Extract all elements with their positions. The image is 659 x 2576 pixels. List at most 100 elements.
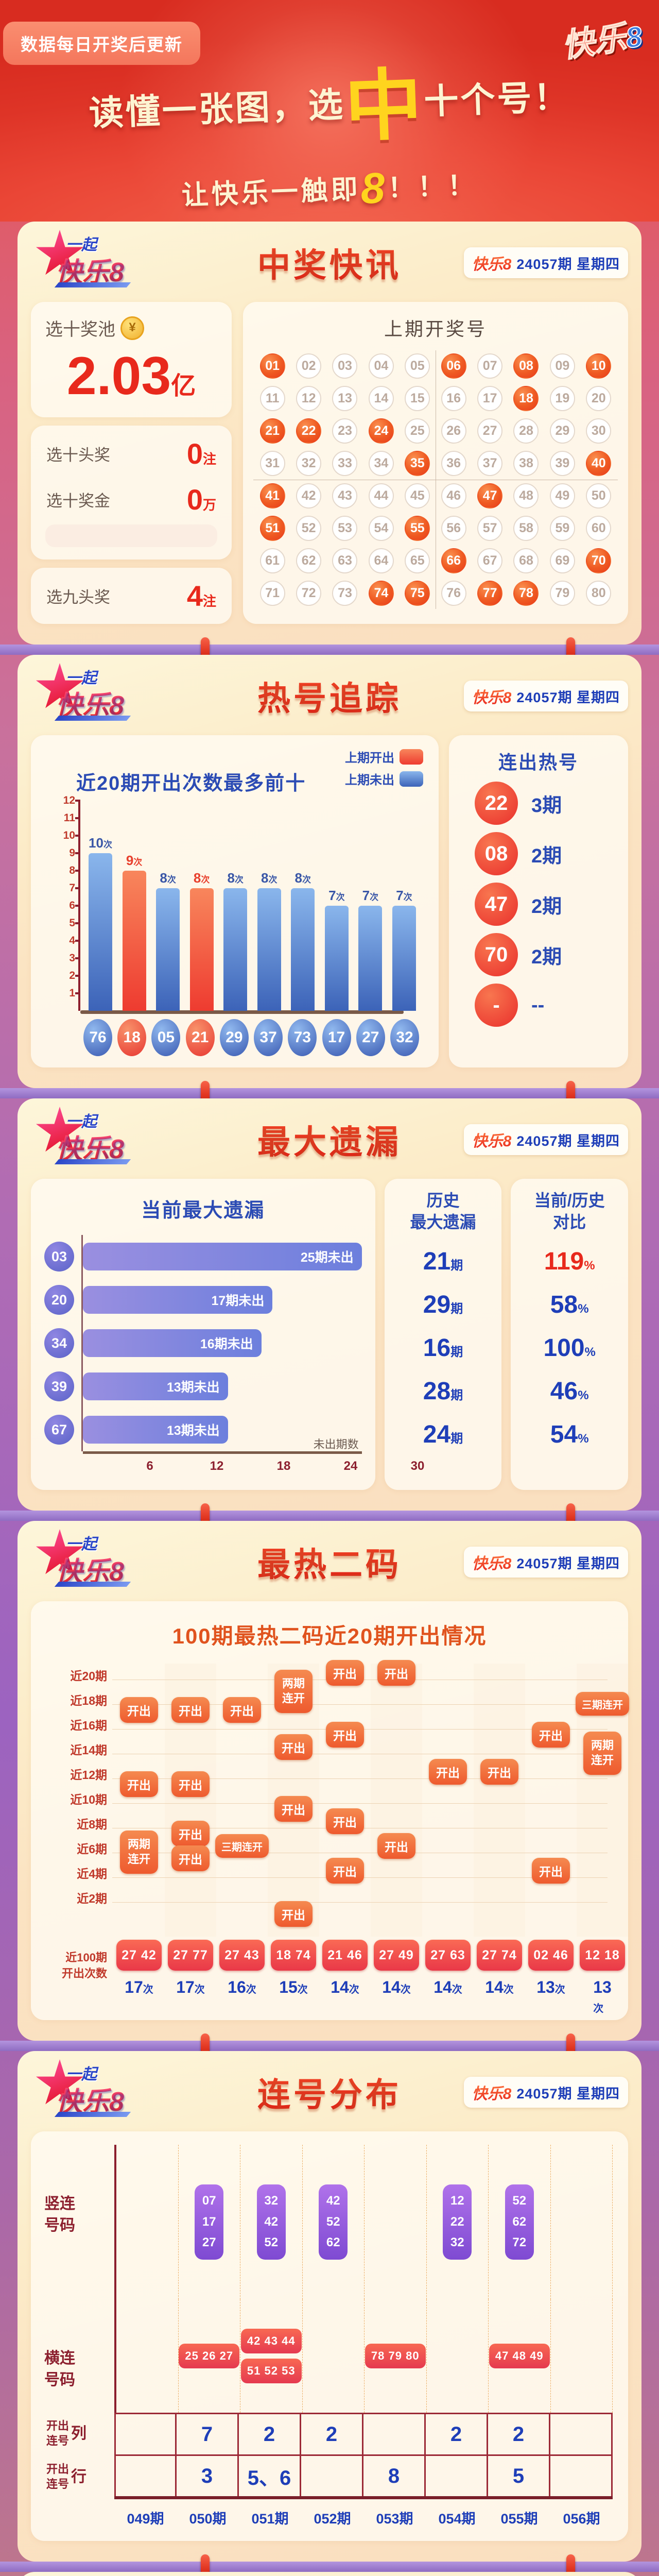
bar-value: 8次 [261, 870, 278, 886]
count-cell: 8 [363, 2456, 426, 2496]
number-ball: 27 [477, 418, 503, 444]
empty-row [45, 524, 217, 547]
logo-swoosh [54, 1159, 131, 1164]
number-ball: 67 [477, 548, 503, 573]
horizontal-pill: 51 52 53 [240, 2359, 302, 2383]
ratio-value: 58% [550, 1291, 589, 1319]
draw-marker: 开出 [377, 1833, 415, 1859]
count-row-label: 开出 连号行 [46, 2462, 87, 2490]
section-title: 热号追踪 [31, 658, 628, 720]
bar-value: 7次 [328, 888, 345, 903]
ratio-value: 46% [550, 1378, 589, 1405]
hero-highlight-8: 8 [359, 163, 389, 213]
draw-marker: 开出 [480, 1759, 518, 1785]
number-ball: 74 [368, 581, 394, 606]
y-tick: 11 [63, 812, 75, 824]
last-draw-card: 上期开奖号 01 02 03 04 05 06 07 08 09 10 11 12 13 14 15 16 17… [243, 302, 628, 624]
pin-icon [201, 2554, 210, 2576]
number-ball: 29 [549, 418, 575, 444]
omission-bar: 13期未出 [83, 1416, 228, 1444]
v-cell: 42 52 62 [303, 2145, 365, 2299]
legend-swatch [400, 749, 423, 765]
row-label: 近12期 [70, 1768, 107, 1782]
number-ball: 68 [513, 548, 539, 573]
draw-marker: 开出 [120, 1771, 158, 1797]
bar-column: 8次 [254, 870, 284, 1011]
streak-ball: - [475, 984, 518, 1027]
x-tick: 24 [343, 1459, 358, 1473]
ratio-values: 119% 58% 100% 46% 54% [518, 1241, 621, 1458]
nine-prize-label: 选九头奖 [46, 588, 110, 606]
number-ball: 44 [368, 483, 394, 509]
y-tick: 1 [69, 987, 75, 999]
omission-track: 13期未出 [81, 1408, 362, 1451]
y-tick: 9 [69, 847, 75, 859]
number-ball: 03 [332, 353, 358, 379]
pair-count: 14次 [331, 1978, 359, 1996]
streak-ball: 08 [475, 832, 518, 875]
number-ball: 32 [296, 451, 322, 476]
number-ball: 72 [296, 581, 322, 606]
logo-swoosh [54, 282, 131, 287]
pair-count: 13次 [593, 1978, 612, 2014]
pair-pill: 27 63 [425, 1940, 471, 1971]
section-hot-numbers: 一起 快乐8 热号追踪 快乐8 24057期 星期四 上期开出 上期未出 近20期开出… [18, 655, 641, 1088]
draw-marker: 开出 [326, 1660, 364, 1686]
number-ball: 77 [477, 581, 503, 606]
history-value: 28期 [423, 1378, 463, 1405]
y-tick-mark [75, 887, 80, 889]
number-ball: 35 [405, 451, 430, 476]
row-label: 近8期 [77, 1818, 107, 1831]
section-divider [0, 2033, 659, 2060]
number-ball: 23 [332, 418, 358, 444]
x-number-ball: 37 [254, 1019, 283, 1056]
section-header: 一起 快乐8 中奖快讯 快乐8 24057期 星期四 [31, 225, 628, 302]
bar-column: 7次 [355, 888, 385, 1011]
x-axis-line [80, 1010, 404, 1014]
x-number-ball: 18 [117, 1019, 147, 1056]
hero-highlight-zhong: 中 [343, 61, 426, 150]
omission-number-ball: 34 [44, 1328, 74, 1358]
draw-marker: 两期 连开 [120, 1831, 158, 1874]
omission-number-ball: 20 [44, 1285, 74, 1315]
horizontal-pill: 47 48 49 [489, 2344, 550, 2368]
omission-bars: 03 25期未出 20 17期未出 34 16期未出 39 13期未出 67 13期未出 [44, 1235, 362, 1451]
number-ball: 24 [368, 418, 394, 444]
section-consecutive: 一起 快乐8 连号分布 快乐8 24057期 星期四 竖连 号码 横连 号码 07 17 27 3… [18, 2051, 641, 2562]
streak-periods: 2期 [531, 845, 562, 867]
x-tick: 6 [146, 1459, 153, 1473]
period-label: 052期 [314, 2511, 351, 2527]
omission-bar: 13期未出 [83, 1372, 228, 1400]
y-tick: 6 [69, 900, 75, 911]
number-ball: 49 [549, 483, 575, 509]
v-cell: 12 22 32 [427, 2145, 489, 2299]
draw-marker: 开出 [377, 1660, 415, 1686]
pool-value: 2.03亿 [66, 346, 196, 406]
history-omission-card: 历史 最大遗漏 21期 29期 16期 28期 24期 [384, 1179, 502, 1490]
section-title: 连号分布 [31, 2054, 628, 2116]
omission-row: 67 13期未出 [44, 1408, 362, 1451]
section-max-omission: 一起 快乐8 最大遗漏 快乐8 24057期 星期四 当前最大遗漏 03 25期未出 2… [18, 1098, 641, 1511]
number-ball: 20 [586, 386, 612, 411]
number-ball: 63 [332, 548, 358, 573]
draw-marker: 开出 [532, 1858, 570, 1884]
draw-marker: 两期 连开 [583, 1732, 621, 1775]
number-ball: 31 [259, 451, 285, 476]
streak-card: 连出热号 22 3期 08 2期 47 2期 70 2期 - -- [449, 735, 628, 1067]
row-label: 近18期 [70, 1694, 107, 1707]
pair-count: 17次 [125, 1978, 153, 1996]
horizontal-pill: 25 26 27 [179, 2344, 240, 2368]
legend-swatch [400, 771, 423, 787]
draw-marker: 开出 [223, 1697, 261, 1723]
pair-count: 13次 [536, 1978, 565, 1996]
issue-tag: 快乐8 24057期 星期四 [463, 247, 628, 278]
hot-chart-x-labels: 76 18 05 21 29 37 73 17 27 32 [83, 1019, 424, 1056]
bar-column: 8次 [187, 870, 217, 1011]
y-tick-mark [75, 800, 80, 802]
h-label: 横连 号码 [44, 2350, 75, 2388]
omission-number-ball: 39 [44, 1371, 74, 1401]
v-cell [551, 2145, 613, 2299]
draw-marker: 开出 [429, 1759, 467, 1785]
omission-track: 13期未出 [81, 1365, 362, 1408]
